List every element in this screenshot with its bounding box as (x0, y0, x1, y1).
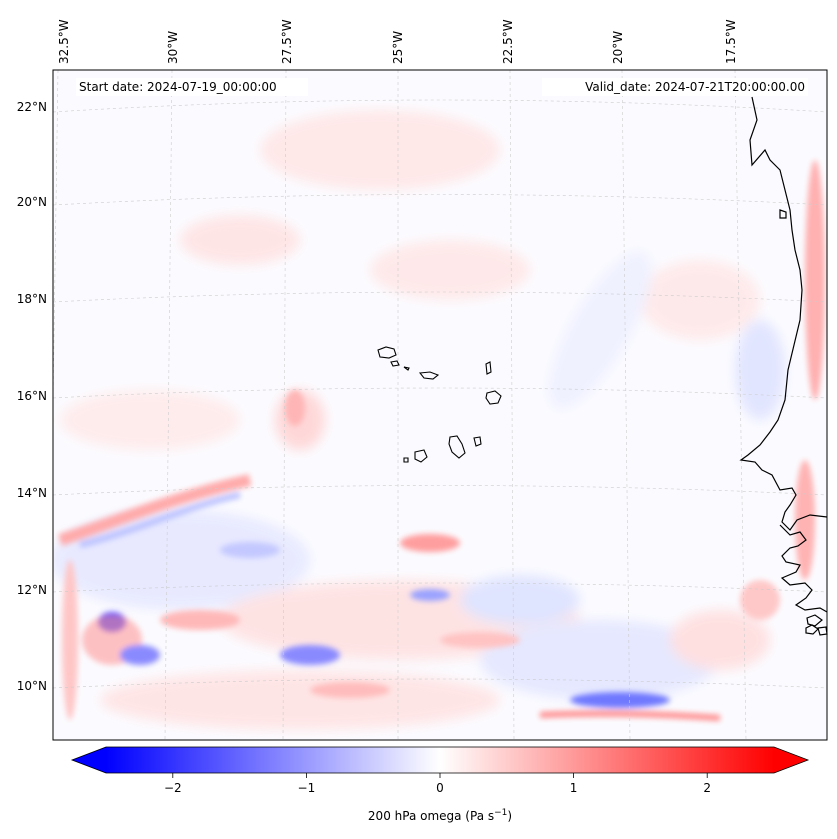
lon-label-22-5w: 22.5°W (501, 19, 515, 64)
map-frame (52, 69, 828, 741)
cape-verde-islands (377, 346, 502, 463)
lon-label-27-5w: 27.5°W (280, 19, 294, 64)
lat-label-12n: 12°N (17, 583, 47, 597)
lat-label-22n: 22°N (17, 100, 47, 114)
colorbar: −2 −1 0 1 2 200 hPa omega (Pa s−1) (70, 746, 810, 823)
gridlines (53, 70, 827, 740)
colorbar-tick-label: −2 (164, 781, 182, 795)
lon-label-25w: 25°W (391, 31, 405, 64)
colorbar-gradient (106, 747, 774, 773)
africa-coastline (739, 96, 828, 636)
colorbar-tick-label: 2 (703, 781, 711, 795)
colorbar-tick-label: 0 (436, 781, 444, 795)
lat-label-16n: 16°N (17, 389, 47, 403)
lat-label-20n: 20°N (17, 195, 47, 209)
valid-date-label: Valid_date: 2024-07-21T20:00:00.00 (585, 80, 805, 94)
valid-date-box (542, 78, 808, 96)
colorbar-extend-low (72, 747, 106, 773)
longitude-labels: 32.5°W 30°W 27.5°W 25°W 22.5°W 20°W 17.5… (57, 19, 738, 64)
lon-label-17-5w: 17.5°W (724, 19, 738, 64)
lon-label-30w: 30°W (166, 31, 180, 64)
lat-label-10n: 10°N (17, 679, 47, 693)
start-date-box (76, 78, 308, 96)
colorbar-extend-high (774, 747, 808, 773)
lon-label-20w: 20°W (611, 31, 625, 64)
omega-field (53, 110, 825, 730)
lat-label-14n: 14°N (17, 486, 47, 500)
colorbar-label: 200 hPa omega (Pa s−1) (368, 808, 512, 823)
lat-label-18n: 18°N (17, 292, 47, 306)
colorbar-outline (70, 746, 810, 774)
start-date-label: Start date: 2024-07-19_00:00:00 (79, 80, 277, 94)
lon-label-32-5w: 32.5°W (57, 19, 71, 64)
latitude-labels: 22°N 20°N 18°N 16°N 14°N 12°N 10°N (17, 100, 47, 693)
colorbar-tick-label: 1 (570, 781, 578, 795)
colorbar-ticks: −2 −1 0 1 2 (164, 773, 711, 795)
colorbar-tick-label: −1 (298, 781, 316, 795)
